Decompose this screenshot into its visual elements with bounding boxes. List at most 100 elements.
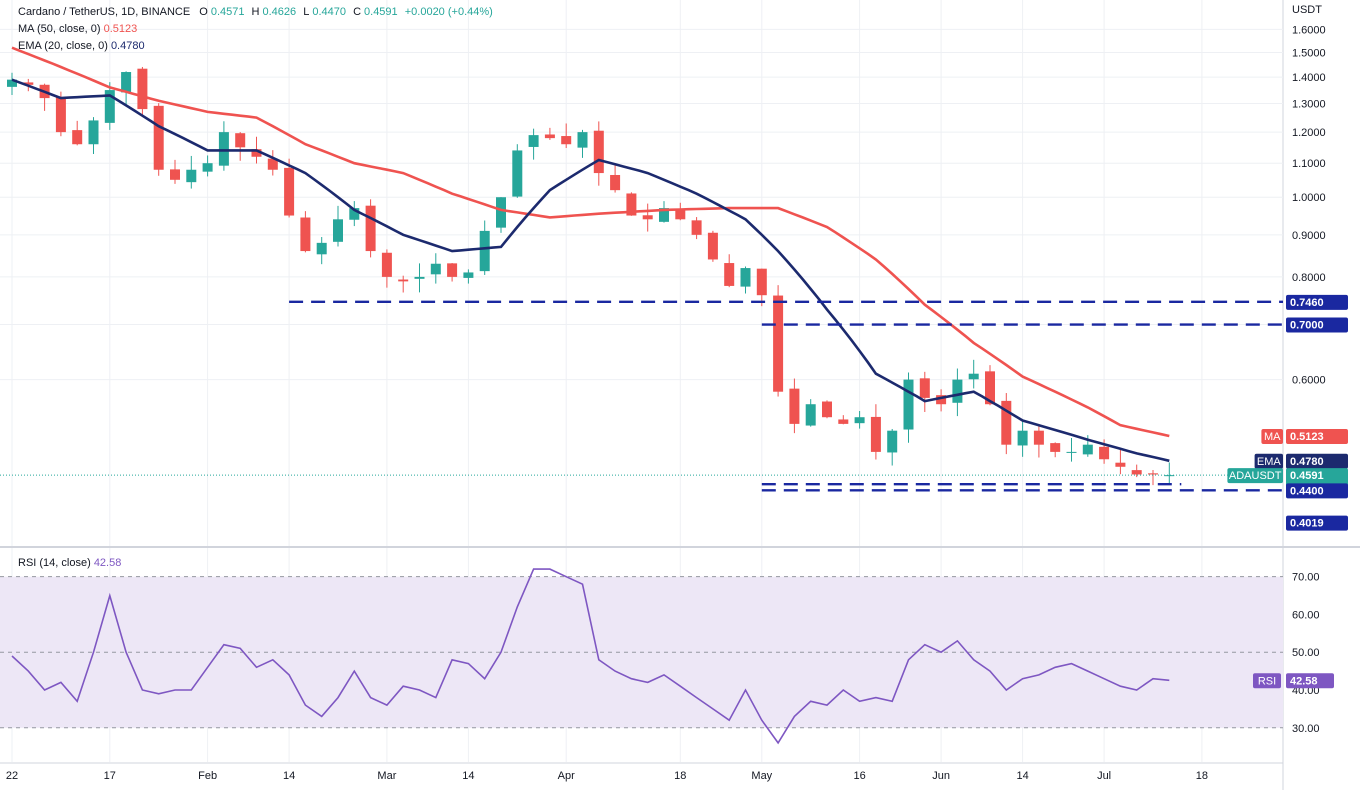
time-tick-label: 22	[6, 770, 18, 782]
candle-body-up	[414, 276, 425, 279]
axis-tag-box	[1227, 468, 1283, 484]
candle-body-down	[838, 419, 849, 424]
axis-label-value: 0.5123	[1290, 431, 1324, 443]
time-tick-label: 17	[104, 770, 116, 782]
candle-body-down	[610, 174, 621, 191]
axis-tag-name: EMA	[1257, 456, 1282, 468]
candle-body-down	[1115, 462, 1126, 467]
candle-body-down	[544, 134, 555, 139]
rsi-tag-name: RSI	[1258, 675, 1276, 687]
ohlc-close-value: 0.4591	[364, 6, 398, 18]
candle-body-down	[381, 252, 392, 277]
ma-legend-label: MA (50, close, 0)	[18, 23, 101, 35]
axis-label-value: 0.4780	[1290, 456, 1324, 468]
candle-body-down	[561, 136, 572, 145]
candle-body-up	[903, 379, 914, 430]
price-tick-label: 0.9000	[1292, 230, 1326, 242]
candle-body-down	[936, 395, 947, 405]
price-tick-label: 0.8000	[1292, 272, 1326, 284]
candle-body-down	[365, 205, 376, 252]
time-tick-label: Feb	[198, 770, 217, 782]
symbol-title: Cardano / TetherUS, 1D, BINANCE	[18, 6, 191, 18]
axis-label-box	[1286, 294, 1348, 310]
time-tick-label: May	[751, 770, 772, 782]
candle-body-down	[985, 371, 995, 405]
rsi-tick-label: 50.00	[1292, 647, 1320, 659]
candle-body-up	[952, 379, 963, 403]
candle-body-down	[72, 130, 83, 145]
ma-legend[interactable]: MA (50, close, 0) 0.5123	[18, 22, 137, 36]
candle-body-down	[822, 401, 832, 418]
time-tick-label: 16	[853, 770, 865, 782]
axis-label-box	[1286, 515, 1348, 531]
rsi-legend-label: RSI (14, close)	[18, 557, 91, 569]
axis-label-box	[1286, 483, 1348, 499]
price-tick-label: 1.2000	[1292, 127, 1326, 139]
candle-body-down	[284, 167, 295, 216]
candle-body-down	[251, 149, 262, 157]
time-tick-label: 18	[674, 770, 686, 782]
rsi-tick-label: 60.00	[1292, 609, 1320, 621]
ohlc-close-key: C	[353, 6, 362, 18]
candle-body-up	[577, 132, 588, 148]
currency-label: USDT	[1292, 4, 1322, 16]
candle-body-up	[202, 163, 213, 172]
rsi-axis-label: 42.58 RSI	[1253, 673, 1334, 689]
rsi-value-text: 42.58	[1290, 675, 1318, 687]
candle-body-down	[626, 193, 637, 216]
candle-body-up	[218, 132, 229, 166]
axis-label-EMA: 0.4780 EMA	[1254, 453, 1348, 469]
ema-legend[interactable]: EMA (20, close, 0) 0.4780	[18, 39, 145, 53]
candle-body-down	[642, 215, 653, 220]
candle-body-up	[88, 120, 99, 145]
candle-body-down	[23, 82, 34, 85]
axis-tag-box	[1261, 429, 1283, 445]
time-tick-label: 14	[462, 770, 474, 782]
ohlc-open-key: O	[199, 6, 208, 18]
symbol-legend: Cardano / TetherUS, 1D, BINANCE O 0.4571 …	[18, 5, 493, 19]
candle-body-up	[740, 268, 751, 287]
ohlc-low-value: 0.4470	[312, 6, 346, 18]
candle-body-up	[968, 373, 979, 380]
candle-body-down	[593, 130, 604, 174]
axis-label-0.4019: 0.4019	[1286, 515, 1348, 531]
candle-body-down	[235, 133, 246, 148]
rsi-value-box	[1286, 673, 1334, 689]
candle-body-up	[805, 404, 816, 426]
ma-legend-value: 0.5123	[103, 23, 138, 35]
candle-body-down	[870, 416, 881, 452]
time-tick-label: 18	[1196, 770, 1208, 782]
candle-body-up	[1164, 475, 1175, 477]
axis-tag-box	[1254, 453, 1283, 469]
candle-body-down	[1131, 470, 1142, 475]
candle-body-down	[1099, 446, 1110, 460]
rsi-tick-label: 70.00	[1292, 572, 1320, 584]
candle-body-down	[919, 378, 930, 398]
axis-label-box	[1286, 429, 1348, 445]
ema-20-line	[11, 78, 1170, 463]
price-tick-label: 0.6000	[1292, 375, 1326, 387]
candle-body-down	[398, 279, 409, 282]
rsi-legend[interactable]: RSI (14, close) 42.58	[18, 556, 121, 570]
ohlc-high-value: 0.4626	[262, 6, 297, 18]
candle-body-up	[316, 242, 327, 255]
ohlc-open-value: 0.4571	[210, 6, 245, 18]
rsi-line	[11, 568, 1170, 745]
candle-body-down	[1001, 400, 1012, 445]
ohlc-high-key: H	[251, 6, 260, 18]
axis-label-value: 0.7460	[1290, 297, 1324, 309]
candle-body-up	[463, 272, 474, 278]
time-tick-label: Apr	[558, 770, 575, 782]
rsi-tick-label: 30.00	[1292, 723, 1320, 735]
axis-tag-name: MA	[1264, 431, 1281, 443]
price-tick-label: 1.4000	[1292, 72, 1326, 84]
axis-label-0.4400: 0.4400	[1286, 483, 1348, 499]
candle-body-up	[854, 417, 865, 424]
candle-body-down	[789, 388, 800, 424]
ohlc-low-key: L	[303, 6, 310, 18]
candle-body-up	[1082, 444, 1093, 455]
rsi-tag-box	[1253, 673, 1281, 689]
ema-legend-value: 0.4780	[110, 40, 145, 52]
candle-body-down	[55, 97, 66, 133]
